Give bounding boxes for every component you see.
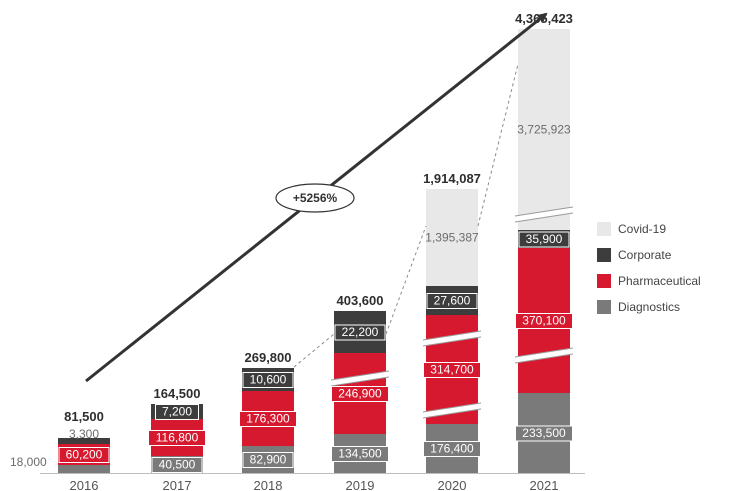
x-tick-2018: 2018 (254, 478, 283, 491)
value-label-bg (155, 404, 199, 420)
x-tick-2021: 2021 (530, 478, 559, 491)
axis-break-2020 (422, 330, 482, 347)
value-label-diagnostics-2019: 134,500 (338, 447, 382, 461)
value-label-bg (331, 446, 389, 462)
x-tick-2020: 2020 (438, 478, 467, 491)
value-label-bg (518, 231, 570, 248)
value-label-covid-19-2021: 3,725,923 (517, 123, 571, 137)
value-label-pharmaceutical-2019: 246,900 (338, 387, 382, 401)
x-tick-2016: 2016 (70, 478, 99, 491)
x-tick-2017: 2017 (163, 478, 192, 491)
value-label-bg (515, 425, 573, 442)
value-label-bg (423, 441, 481, 457)
legend-swatch-covid-19 (597, 222, 611, 236)
bars-layer (58, 29, 574, 473)
growth-badge (275, 183, 355, 213)
value-label-corporate-2018: 10,600 (250, 373, 287, 387)
legend-label-corporate: Corporate (618, 248, 672, 262)
legend-label-diagnostics: Diagnostics (618, 300, 680, 314)
bar-diagnostics-2016 (58, 465, 110, 473)
value-label-bg (58, 447, 110, 463)
bar-covid-19-2021 (518, 29, 570, 230)
total-label-2017: 164,500 (154, 386, 201, 401)
value-label-diagnostics-2020: 176,400 (430, 442, 474, 456)
value-label-bg (242, 452, 294, 468)
value-label-corporate-2020: 27,600 (434, 294, 471, 308)
growth-label: +5256% (293, 191, 338, 205)
value-label-diagnostics-2016: 18,000 (10, 455, 47, 469)
legend-swatch-corporate (597, 248, 611, 262)
axis-break-2021 (514, 206, 574, 223)
value-label-bg (242, 372, 294, 388)
value-label-diagnostics-2018: 82,900 (250, 453, 287, 467)
total-label-2021: 4,365,423 (515, 11, 573, 26)
value-label-pharmaceutical-2021: 370,100 (522, 314, 566, 328)
axis-break-2020 (422, 402, 482, 419)
legend-swatch-diagnostics (597, 300, 611, 314)
bar-corporate-2016 (58, 438, 110, 444)
value-label-pharmaceutical-2020: 314,700 (430, 363, 474, 377)
x-tick-2019: 2019 (346, 478, 375, 491)
value-label-covid-19-2020: 1,395,387 (425, 231, 479, 245)
value-label-corporate-2017: 7,200 (162, 405, 192, 419)
value-label-corporate-2019: 22,200 (342, 325, 379, 339)
total-label-2016: 81,500 (64, 409, 104, 424)
value-label-pharmaceutical-2018: 176,300 (246, 412, 290, 426)
value-label-bg (423, 362, 481, 378)
value-label-corporate-2021: 35,900 (526, 232, 563, 246)
value-label-bg (334, 324, 386, 341)
decor-layer: +5256% (40, 12, 585, 474)
value-label-pharmaceutical-2016: 60,200 (66, 448, 103, 462)
labels-layer: 18,000 60,200 3,300 81,500 2016 40,500 116,800… (10, 11, 573, 491)
legend-swatch-pharmaceutical (597, 274, 611, 288)
value-label-bg (331, 386, 389, 402)
connector-line-2 (477, 63, 519, 227)
legend-label-covid-19: Covid-19 (618, 222, 666, 236)
value-label-bg (426, 293, 478, 309)
axis-break-2019 (330, 370, 390, 387)
value-label-diagnostics-2017: 40,500 (159, 458, 196, 472)
value-label-bg (151, 457, 203, 473)
legend: Covid-19 Corporate Pharmaceutical Diagnosti… (597, 222, 701, 314)
axis-break-2021 (514, 347, 574, 364)
value-label-diagnostics-2021: 233,500 (522, 426, 566, 440)
legend-label-pharmaceutical: Pharmaceutical (618, 274, 701, 288)
value-label-bg (148, 430, 206, 446)
value-label-corporate-2016: 3,300 (69, 427, 99, 441)
bar-covid-19-2020 (426, 189, 478, 286)
value-label-bg (239, 411, 297, 427)
total-label-2020: 1,914,087 (423, 171, 481, 186)
value-label-pharmaceutical-2017: 116,800 (156, 431, 199, 445)
value-label-bg (515, 313, 573, 329)
total-label-2018: 269,800 (245, 350, 292, 365)
connector-line-1 (385, 225, 427, 335)
connector-line-0 (293, 333, 335, 368)
total-label-2019: 403,600 (337, 293, 384, 308)
